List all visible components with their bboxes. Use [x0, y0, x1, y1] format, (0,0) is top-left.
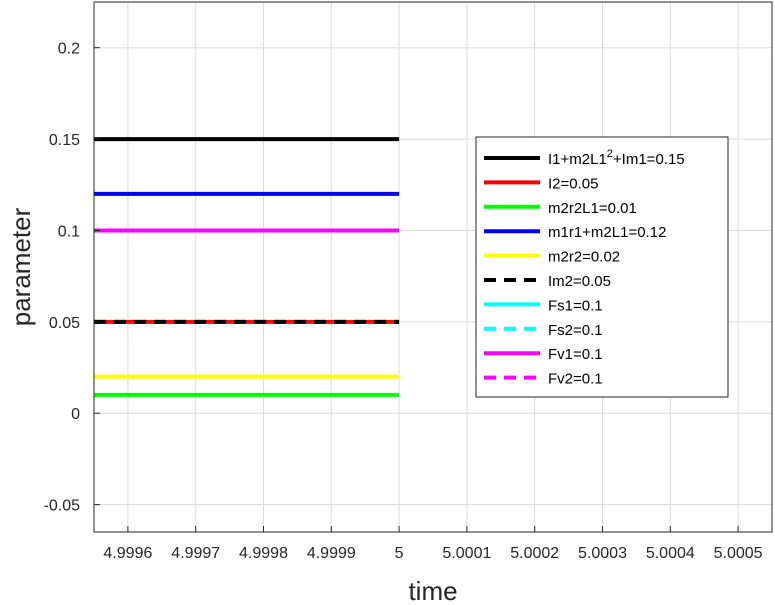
y-tick-label: 0.2 [58, 41, 80, 58]
x-tick-label: 5.0001 [442, 545, 491, 562]
series-lines [94, 137, 400, 397]
x-tick-label: 4.9996 [103, 545, 152, 562]
legend-label: m2r2L1=0.01 [548, 200, 637, 217]
legend-label: Fv1=0.1 [548, 346, 603, 363]
plot-area-frame [93, 1, 773, 533]
legend-label: m2r2=0.02 [548, 249, 620, 266]
x-tick-label: 5 [395, 545, 404, 562]
legend-label: Im2=0.05 [548, 273, 611, 290]
y-tick-label: -0.05 [44, 498, 81, 515]
x-axis-label: time [408, 576, 457, 605]
legend-label: Fv2=0.1 [548, 371, 603, 388]
x-tick-label: 5.0004 [646, 545, 695, 562]
y-axis-label: parameter [6, 207, 36, 326]
axis-ticks: 4.9996 4.9997 4.9998 4.9999 5 5.0001 5.0002 5.0… [44, 41, 763, 562]
legend-label: Fs1=0.1 [548, 297, 603, 314]
x-tick-label: 5.0003 [578, 545, 627, 562]
legend-label: m1r1+m2L1=0.12 [548, 224, 666, 241]
x-tick-label: 4.9999 [307, 545, 356, 562]
y-tick-label: 0.1 [58, 223, 80, 240]
x-tick-label: 5.0002 [510, 545, 559, 562]
legend-label: Fs2=0.1 [548, 322, 603, 339]
x-tick-label: 5.0005 [714, 545, 763, 562]
legend: I1+m2L12+Im1=0.15 I2=0.05 m2r2L1=0.01 m1r1+… [475, 136, 729, 398]
y-tick-label: 0.15 [49, 132, 80, 149]
legend-label: I2=0.05 [548, 175, 598, 192]
y-tick-label: 0.05 [49, 315, 80, 332]
x-tick-label: 4.9997 [171, 545, 220, 562]
x-tick-label: 4.9998 [239, 545, 288, 562]
legend-label: I1+m2L12+Im1=0.15 [548, 148, 685, 168]
y-tick-label: 0 [71, 406, 80, 423]
